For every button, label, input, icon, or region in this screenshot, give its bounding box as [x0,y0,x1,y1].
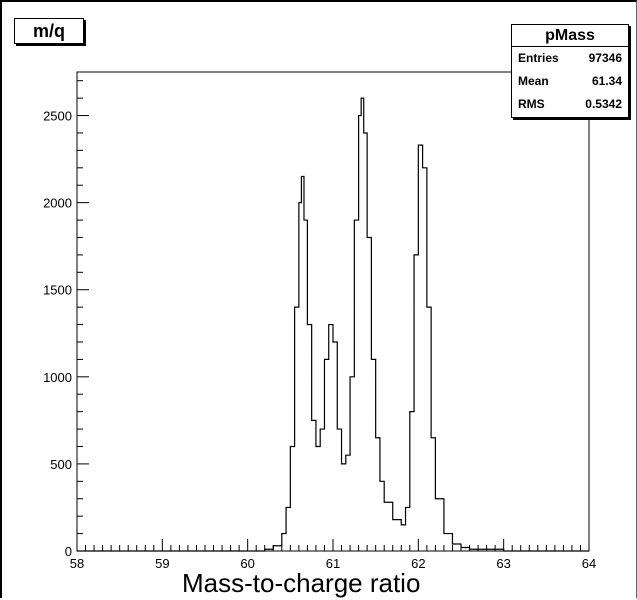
x-tick-label: 61 [326,556,340,571]
stats-row-entries: Entries 97346 [512,47,628,70]
x-tick-label: 59 [155,556,169,571]
stats-label: Mean [518,74,549,88]
stats-label: Entries [518,51,559,65]
y-tick-label: 1000 [43,370,72,385]
stats-value: 61.34 [591,74,622,88]
x-tick-label: 58 [70,556,84,571]
stats-box: pMass Entries 97346 Mean 61.34 RMS 0.534… [511,24,629,118]
y-tick-label: 1500 [43,283,72,298]
histogram-title: m/q [32,20,65,41]
stats-value: 0.5342 [585,97,622,111]
x-axis-title: Mass-to-charge ratio [182,568,421,598]
x-tick-label: 60 [240,556,254,571]
x-tick-label: 62 [411,556,425,571]
stats-row-mean: Mean 61.34 [512,70,628,93]
stats-label: RMS [518,97,545,111]
y-tick-label: 2000 [43,196,72,211]
histogram-title-box: m/q [14,18,84,44]
stats-title: pMass [512,25,628,47]
x-tick-label: 64 [582,556,596,571]
stats-value: 97346 [588,51,622,65]
stats-row-rms: RMS 0.5342 [512,93,628,116]
y-tick-label: 2500 [43,109,72,124]
plot-frame [76,71,590,552]
histogram-series [77,97,589,552]
y-tick-label: 0 [65,544,72,559]
y-tick-label: 500 [50,457,72,472]
x-tick-label: 63 [496,556,510,571]
